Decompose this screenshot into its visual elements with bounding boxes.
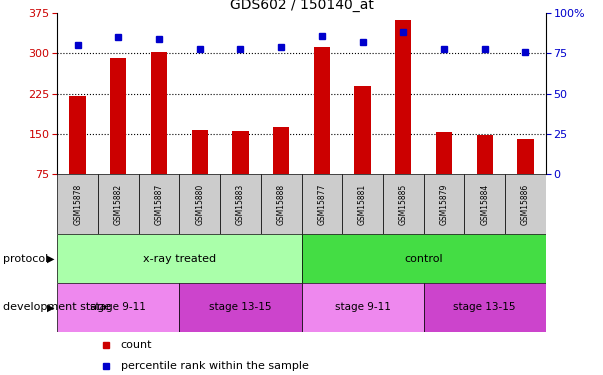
Bar <box>232 131 248 174</box>
Bar <box>261 174 302 234</box>
Bar <box>57 174 98 234</box>
Bar <box>57 283 180 332</box>
Bar <box>180 174 220 234</box>
Bar <box>314 47 330 174</box>
Text: GSM15883: GSM15883 <box>236 184 245 225</box>
Text: GSM15880: GSM15880 <box>195 184 204 225</box>
Text: GSM15888: GSM15888 <box>277 184 286 225</box>
Bar <box>98 174 139 234</box>
Bar <box>505 174 546 234</box>
Bar <box>180 283 302 332</box>
Bar <box>343 174 383 234</box>
Bar <box>151 52 167 174</box>
Text: percentile rank within the sample: percentile rank within the sample <box>121 362 309 371</box>
Text: GSM15877: GSM15877 <box>317 184 326 225</box>
Text: GSM15878: GSM15878 <box>73 184 82 225</box>
Text: stage 13-15: stage 13-15 <box>209 303 272 312</box>
Text: control: control <box>404 254 443 264</box>
Text: GSM15881: GSM15881 <box>358 184 367 225</box>
Bar <box>110 58 127 174</box>
Bar <box>302 283 423 332</box>
Bar <box>436 132 452 174</box>
Bar <box>395 20 411 174</box>
Text: development stage: development stage <box>3 303 111 312</box>
Bar <box>383 174 423 234</box>
Bar <box>57 234 302 283</box>
Text: stage 9-11: stage 9-11 <box>335 303 391 312</box>
Bar <box>423 174 464 234</box>
Text: ▶: ▶ <box>47 254 54 264</box>
Text: GSM15882: GSM15882 <box>114 184 123 225</box>
Text: count: count <box>121 340 153 350</box>
Text: stage 13-15: stage 13-15 <box>453 303 516 312</box>
Bar <box>517 140 534 174</box>
Text: GSM15879: GSM15879 <box>440 184 449 225</box>
Bar <box>220 174 261 234</box>
Bar <box>476 135 493 174</box>
Text: GSM15887: GSM15887 <box>154 184 163 225</box>
Text: GSM15886: GSM15886 <box>521 184 530 225</box>
Bar <box>302 234 546 283</box>
Bar <box>69 96 86 174</box>
Bar <box>464 174 505 234</box>
Text: x-ray treated: x-ray treated <box>143 254 216 264</box>
Title: GDS602 / 150140_at: GDS602 / 150140_at <box>230 0 373 12</box>
Text: GSM15884: GSM15884 <box>480 184 489 225</box>
Bar <box>302 174 343 234</box>
Text: protocol: protocol <box>3 254 48 264</box>
Text: ▶: ▶ <box>47 303 54 312</box>
Bar <box>423 283 546 332</box>
Bar <box>273 127 289 174</box>
Bar <box>139 174 180 234</box>
Bar <box>192 130 208 174</box>
Bar <box>355 86 371 174</box>
Text: GSM15885: GSM15885 <box>399 184 408 225</box>
Text: stage 9-11: stage 9-11 <box>90 303 147 312</box>
